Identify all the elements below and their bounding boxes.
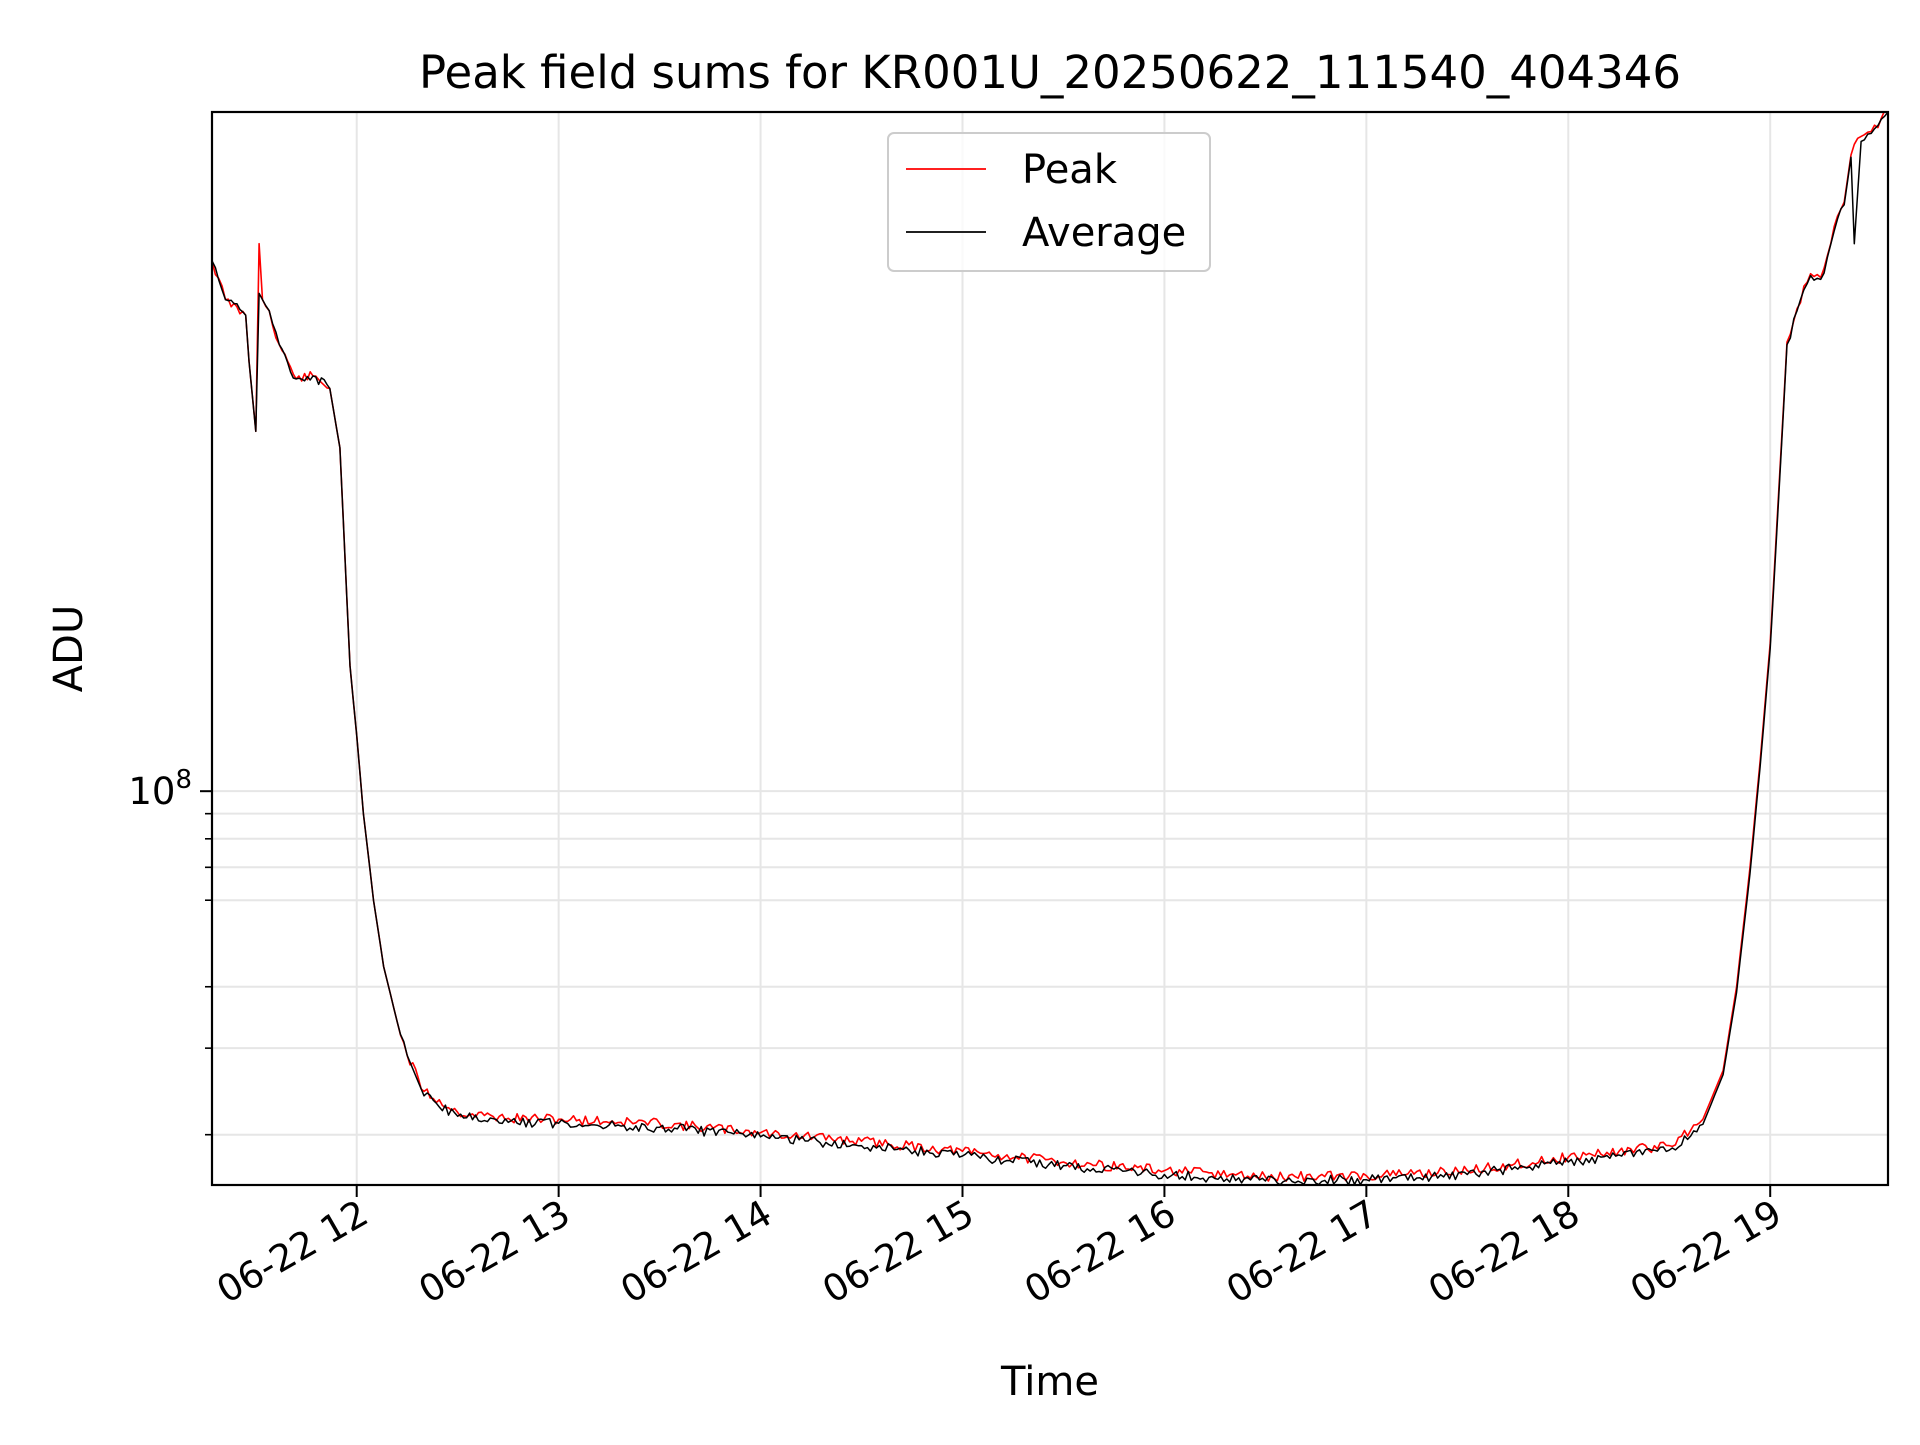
y-tick-label: 108 (128, 765, 192, 813)
legend: Peak Average (887, 132, 1211, 272)
series-line-average (212, 112, 1888, 1185)
plot-area-frame (210, 110, 1890, 1187)
y-tick-label-base: 10 (128, 770, 175, 813)
chart-title: Peak field sums for KR001U_20250622_1115… (419, 46, 1681, 99)
legend-box (887, 132, 1211, 272)
x-axis-label: Time (1000, 1359, 1099, 1405)
grid-layer (212, 112, 1888, 1185)
series-line-peak (212, 112, 1885, 1182)
y-axis-label: ADU (46, 605, 92, 692)
legend-label-average: Average (1022, 210, 1186, 256)
series-layer (212, 112, 1888, 1185)
legend-label-peak: Peak (1022, 147, 1118, 193)
y-tick-label-exponent: 8 (175, 765, 192, 795)
